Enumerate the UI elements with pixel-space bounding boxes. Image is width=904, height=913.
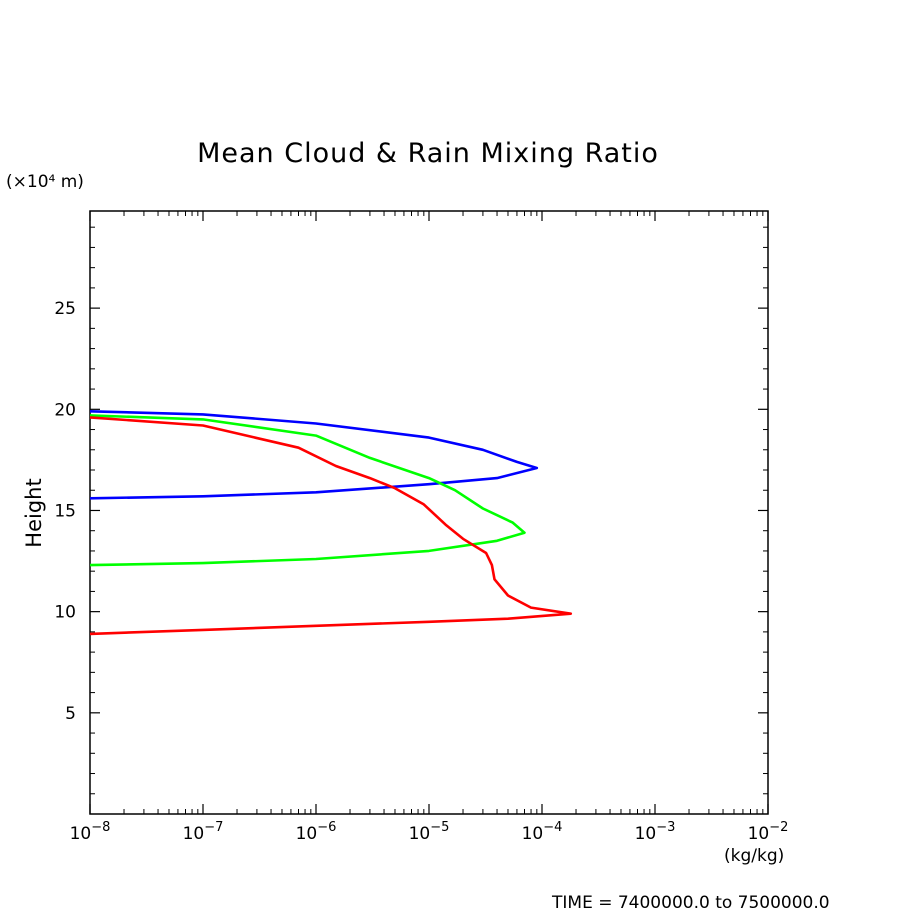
y-tick-label: 5: [65, 704, 76, 724]
x-tick-label: 10−8: [70, 820, 111, 844]
x-axis-unit: (kg/kg): [724, 846, 785, 866]
series-line-2: [89, 414, 526, 567]
x-tick-label: 10−7: [183, 820, 224, 844]
y-tick-label: 25: [54, 299, 76, 319]
series-line-1: [89, 410, 539, 500]
x-tick-label: 10−3: [635, 820, 676, 844]
y-tick-label: 10: [54, 603, 76, 623]
series-line-3: [89, 416, 573, 636]
chart-title: Mean Cloud & Rain Mixing Ratio: [197, 138, 659, 169]
y-tick-label: 20: [54, 400, 76, 420]
plot-frame: [89, 210, 769, 815]
x-tick-label: 10−5: [409, 820, 450, 844]
y-axis-unit: (×10⁴ m): [6, 172, 84, 192]
y-tick-label: 15: [54, 501, 76, 521]
x-tick-label: 10−4: [522, 820, 563, 844]
x-tick-label: 10−2: [748, 820, 789, 844]
x-tick-label: 10−6: [296, 820, 337, 844]
